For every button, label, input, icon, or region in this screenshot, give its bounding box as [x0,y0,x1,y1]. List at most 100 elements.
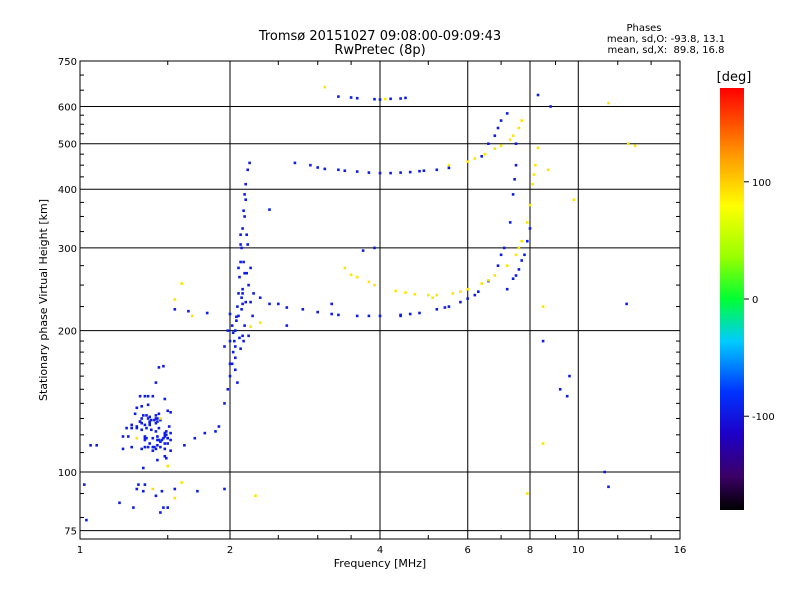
echo-point [237,266,240,270]
echo-point [156,420,159,423]
echo-point [373,283,376,287]
echo-point [173,487,177,491]
echo-point [173,496,177,500]
echo-point [163,442,167,445]
echo-point [435,168,439,172]
echo-point [163,435,167,438]
echo-point [160,489,164,493]
echo-point [121,447,125,451]
echo-point [505,264,509,267]
echo-point [473,157,477,160]
echo-point [237,314,240,318]
echo-point [166,506,169,509]
echo-point [531,182,534,186]
echo-point [361,249,365,252]
colorbar-tick-label: -100 [752,412,775,423]
echo-point [389,97,392,101]
echo-point [183,444,186,447]
phase-heading: Phases [626,23,661,34]
echo-point [151,445,155,449]
echo-point [169,438,172,442]
echo-point [143,436,147,440]
echo-point [242,339,245,343]
echo-point [230,362,234,366]
echo-point [384,97,387,101]
echo-point [404,291,407,294]
echo-point [249,266,252,270]
echo-point [413,293,417,296]
echo-point [148,442,151,445]
echo-point [625,302,628,306]
echo-point [241,287,244,291]
echo-point [135,406,139,410]
echo-point [316,310,319,314]
echo-point [508,138,512,141]
echo-point [160,438,164,442]
echo-point [159,511,162,514]
echo-point [238,336,241,340]
echo-point [633,144,637,148]
echo-point [228,312,232,316]
echo-point [447,166,451,170]
echo-point [145,414,148,417]
echo-point [234,368,237,372]
echo-point [162,436,165,440]
echo-point [459,290,462,293]
echo-point [466,297,469,300]
echo-point [140,405,143,408]
echo-point [148,423,151,427]
echo-point [435,293,439,297]
echo-point [367,280,371,284]
x-axis-label: Frequency [MHz] [334,557,426,570]
echo-point [243,324,246,327]
echo-point [142,489,145,493]
echo-point [230,324,234,327]
echo-point [135,487,139,491]
echo-point [156,444,159,447]
echo-point [156,435,159,438]
echo-point [157,366,161,369]
echo-point [254,494,257,498]
echo-point [499,253,503,257]
echo-point [239,260,242,264]
echo-point [223,487,226,491]
echo-point [169,431,172,435]
echo-point [249,300,252,304]
echo-point [145,436,148,440]
echo-point [323,167,327,171]
echo-point [418,311,421,315]
echo-point [508,221,512,224]
echo-point [496,126,500,130]
data-points [83,85,637,522]
echo-point [226,329,230,332]
echo-point [235,319,238,322]
echo-point [133,412,137,416]
echo-point [83,483,86,486]
echo-point [502,246,506,250]
echo-point [180,282,183,285]
echo-point [399,171,402,174]
echo-point [154,447,158,451]
echo-point [277,302,280,306]
echo-point [140,421,143,425]
x-tick-label: 1 [77,545,83,556]
echo-point [473,293,477,297]
echo-point [240,246,243,250]
echo-point [443,306,447,309]
x-tick-label: 8 [527,545,533,556]
echo-point [142,466,145,470]
echo-point [151,449,155,452]
y-tick-label: 750 [58,57,77,68]
echo-point [95,444,98,447]
x-tick-label: 16 [674,545,687,556]
echo-point [157,426,161,430]
echo-point [528,203,532,207]
echo-point [337,313,340,317]
echo-point [349,273,353,277]
echo-point [130,423,133,427]
echo-point [214,430,217,433]
echo-point [246,243,249,246]
echo-point [418,169,421,173]
echo-point [154,414,158,417]
echo-point [154,494,158,498]
